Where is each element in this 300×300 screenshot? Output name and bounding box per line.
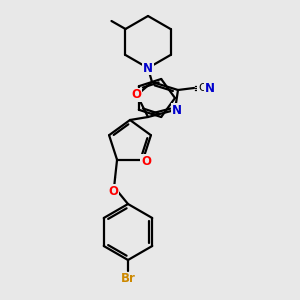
Text: N: N xyxy=(143,61,153,74)
Text: O: O xyxy=(131,88,141,101)
Text: N: N xyxy=(205,82,215,94)
Text: Br: Br xyxy=(121,272,135,286)
Text: O: O xyxy=(141,155,151,168)
Text: N: N xyxy=(172,103,182,116)
Text: C: C xyxy=(198,83,206,93)
Text: O: O xyxy=(108,185,118,198)
